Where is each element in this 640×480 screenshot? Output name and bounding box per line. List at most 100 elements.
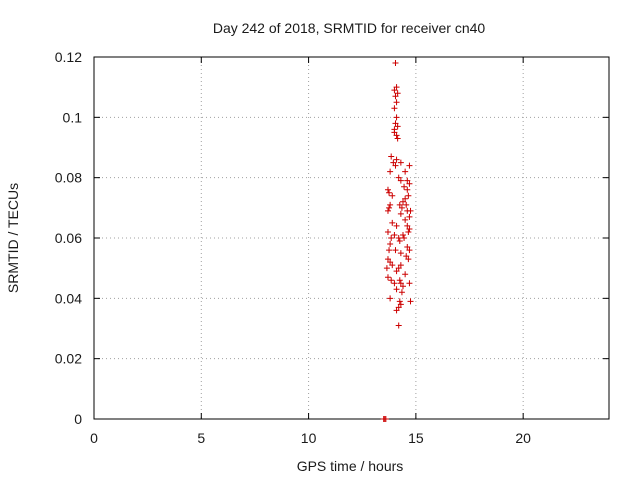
- x-tick-label: 20: [515, 430, 531, 446]
- data-point: [405, 228, 412, 235]
- data-point: [392, 162, 399, 169]
- data-point: [406, 247, 413, 254]
- data-point: [396, 238, 403, 245]
- y-tick-label: 0.02: [55, 351, 82, 367]
- data-point: [395, 265, 402, 272]
- data-point: [386, 247, 393, 254]
- data-point: [397, 177, 404, 184]
- y-tick-label: 0.04: [55, 290, 82, 306]
- data-point: [395, 174, 402, 181]
- y-tick-label: 0.12: [55, 49, 82, 65]
- grid-layer: [94, 57, 609, 419]
- x-axis-label: GPS time / hours: [297, 458, 404, 474]
- data-point: [387, 201, 394, 208]
- data-point: [402, 271, 409, 278]
- data-point: [393, 222, 400, 229]
- data-point: [386, 204, 393, 211]
- data-point: [395, 304, 402, 311]
- data-point: [393, 307, 400, 314]
- data-point: [396, 277, 403, 284]
- y-tick-label: 0.06: [55, 230, 82, 246]
- data-point: [393, 156, 400, 163]
- data-point: [384, 256, 391, 263]
- x-tick-label: 10: [301, 430, 317, 446]
- data-point: [398, 289, 405, 296]
- data-point: [395, 235, 402, 241]
- data-point: [388, 235, 395, 241]
- data-point: [396, 298, 403, 305]
- data-point: [397, 262, 404, 269]
- data-point: [388, 153, 395, 160]
- x-tick-label: 15: [408, 430, 424, 446]
- ticks-layer: 0 5 10 15 20 0 0.02 0.04 0.06 0.08 0.1 0.12: [55, 49, 609, 446]
- y-tick-label: 0.1: [63, 109, 83, 125]
- data-point: [394, 135, 401, 142]
- data-point: [388, 277, 395, 284]
- data-point: [386, 189, 393, 196]
- data-point: [405, 192, 412, 199]
- data-point: [392, 60, 399, 67]
- data-point: [406, 162, 413, 169]
- x-tick-label: 5: [197, 430, 205, 446]
- data-point: [404, 244, 411, 251]
- data-point: [403, 253, 410, 260]
- y-tick-label: 0.08: [55, 170, 82, 186]
- data-point: [406, 213, 413, 220]
- data-point: [387, 295, 394, 302]
- data-point: [396, 201, 403, 208]
- data-point: [393, 114, 400, 121]
- data-point: [400, 198, 406, 205]
- data-point: [393, 286, 400, 293]
- y-tick-label: 0: [74, 411, 82, 427]
- data-point: [391, 231, 398, 238]
- data-point: [401, 183, 408, 190]
- data-point: [390, 159, 397, 166]
- data-point: [401, 235, 408, 241]
- data-point: [391, 280, 398, 287]
- x-tick-label: 0: [90, 430, 98, 446]
- data-point: [392, 93, 399, 100]
- y-axis-label: SRMTID / TECUs: [5, 183, 21, 293]
- data-point: [395, 322, 402, 329]
- data-point: [394, 90, 401, 97]
- data-point: [407, 298, 414, 305]
- data-point: [398, 204, 405, 211]
- data-point: [393, 268, 400, 275]
- data-point: [397, 250, 404, 257]
- data-point: [407, 207, 414, 214]
- data-point: [391, 129, 398, 136]
- plot-frame: [93, 56, 610, 420]
- data-point: [406, 280, 413, 287]
- data-point: [402, 195, 409, 202]
- data-point: [384, 228, 391, 235]
- data-point: [387, 168, 394, 175]
- data-point: [391, 105, 398, 112]
- data-point: [387, 259, 394, 266]
- data-point: [387, 241, 394, 248]
- data-point: [402, 216, 409, 223]
- data-point: [400, 283, 406, 290]
- data-point: [391, 87, 398, 94]
- points-layer: [380, 60, 414, 422]
- data-point: [402, 168, 409, 175]
- data-point: [397, 210, 404, 217]
- data-point: [392, 120, 399, 127]
- data-point: [397, 159, 404, 166]
- data-point: [389, 262, 396, 269]
- data-point: [406, 180, 413, 187]
- data-point: [397, 301, 404, 308]
- data-point: [397, 280, 404, 287]
- data-point: [393, 84, 400, 91]
- data-point: [389, 192, 396, 199]
- data-point: [404, 186, 411, 193]
- data-point: [389, 219, 396, 226]
- data-point: [405, 256, 412, 263]
- data-point: [404, 177, 411, 184]
- data-point: [393, 99, 400, 106]
- data-point: [383, 265, 390, 272]
- data-point: [392, 247, 399, 254]
- data-point: [400, 231, 406, 238]
- data-point: [404, 222, 411, 229]
- data-point: [394, 123, 401, 130]
